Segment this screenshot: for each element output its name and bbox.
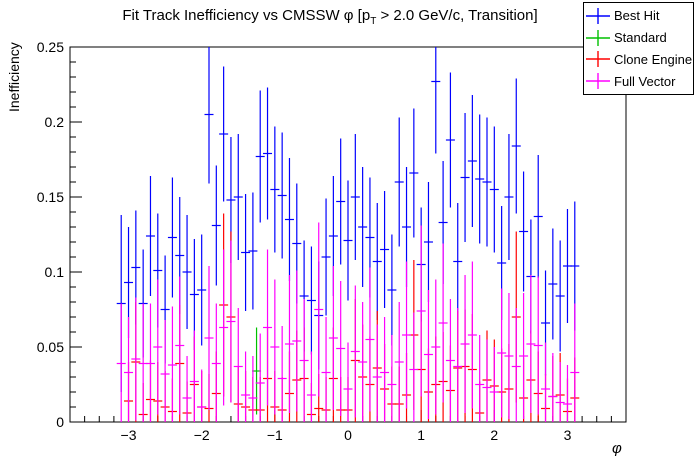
x-axis-title: φ (612, 440, 622, 457)
y-tick-label: 0.1 (45, 264, 65, 280)
legend-marker-cross-icon (586, 51, 610, 68)
legend-marker-cross-icon (586, 73, 610, 90)
legend-label: Best Hit (614, 8, 660, 24)
x-tick-label: 2 (490, 427, 498, 443)
legend-label: Full Vector (614, 73, 676, 89)
y-tick-label: 0 (56, 414, 64, 430)
y-tick-label: 0.2 (45, 114, 65, 130)
x-tick-label: 0 (344, 427, 352, 443)
legend-label: Clone Engine (614, 51, 693, 67)
legend-item-clone-engine: Clone Engine (584, 49, 693, 71)
y-tick-label: 0.25 (37, 39, 64, 55)
x-tick-label: 3 (564, 427, 572, 443)
legend-item-full-vector: Full Vector (584, 70, 693, 92)
legend-item-best-hit: Best Hit (584, 5, 693, 27)
legend-marker-cross-icon (586, 29, 610, 46)
x-tick-label: 1 (417, 427, 425, 443)
y-tick-label: 0.05 (37, 339, 64, 355)
legend-label: Standard (614, 30, 667, 46)
x-tick-label: −1 (267, 427, 283, 443)
x-tick-label: −2 (194, 427, 210, 443)
y-tick-label: 0.15 (37, 189, 64, 205)
legend-item-standard: Standard (584, 27, 693, 49)
legend-box: Best Hit Standard Clone Engine Full Vector (583, 2, 694, 95)
chart-title-pre: Fit Track Inefficiency vs CMSSW φ [p (122, 7, 371, 24)
chart-title-post: > 2.0 GeV/c, Transition] (376, 7, 538, 24)
x-tick-label: −3 (121, 427, 137, 443)
chart-title: Fit Track Inefficiency vs CMSSW φ [pT > … (50, 7, 610, 27)
legend-marker-cross-icon (586, 7, 610, 24)
chart-title-sub: T (370, 16, 377, 27)
